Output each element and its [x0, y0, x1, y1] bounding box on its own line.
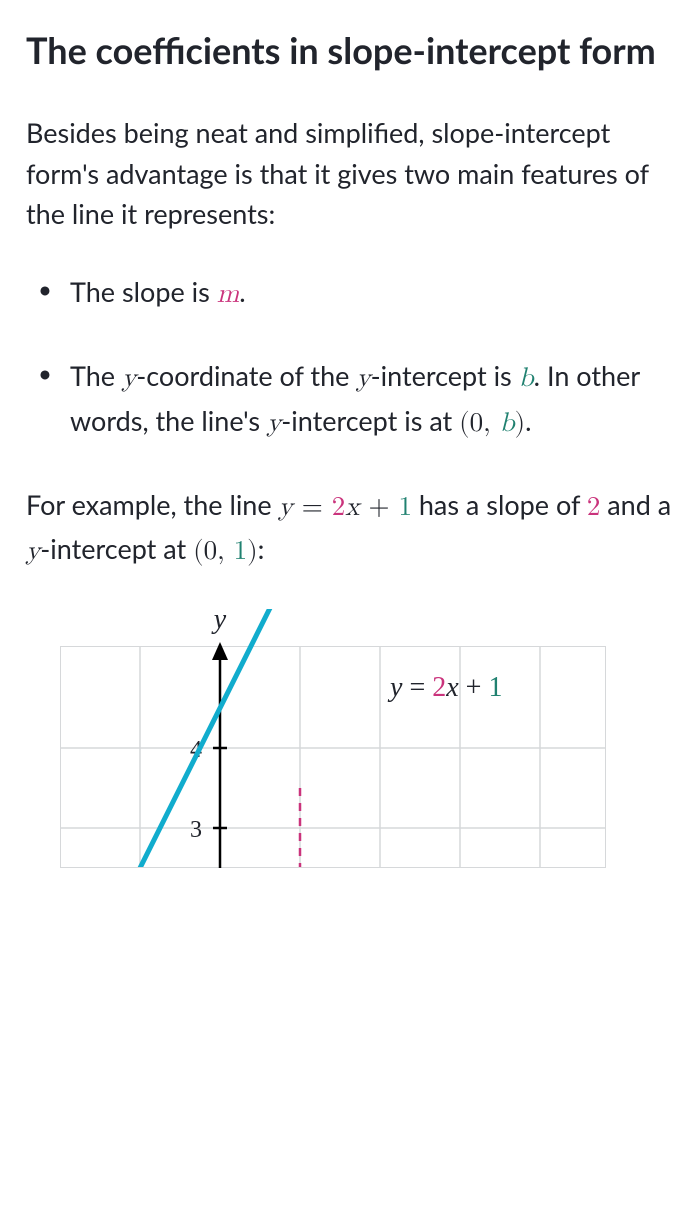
text: -coordinate of the [136, 359, 356, 392]
list-item: The slope is m. [26, 271, 672, 316]
text: For example, the line [26, 488, 279, 521]
math-var-y: y [122, 365, 136, 392]
text: . [239, 275, 245, 308]
math-coef-2: 2 [332, 494, 346, 521]
y-axis [212, 642, 228, 868]
math-var-m: m [217, 281, 240, 308]
text: The [70, 359, 122, 392]
math-eq: = [293, 494, 332, 521]
math-var-y: y [279, 494, 293, 521]
list-item: The y-coordinate of the y-intercept is b… [26, 355, 672, 445]
page-title: The coefficients in slope-intercept form [26, 28, 672, 73]
tick-label-3: 3 [190, 817, 202, 843]
example-paragraph: For example, the line y = 2x + 1 has a s… [26, 485, 672, 572]
text: -intercept at [40, 532, 193, 565]
math-var-y: y [356, 365, 370, 392]
intro-paragraph: Besides being neat and simplified, slope… [26, 113, 672, 235]
text: -intercept is [371, 359, 519, 392]
axis-label-y: y [211, 608, 227, 635]
text: . [525, 404, 531, 437]
math-paren: (0, [459, 410, 499, 437]
math-const-1: 1 [398, 494, 412, 521]
math-paren: (0, [193, 538, 233, 565]
text: has a slope of [412, 488, 587, 521]
math-var-b: b [500, 410, 515, 437]
math-plus: + [360, 494, 399, 521]
text: : [258, 532, 265, 565]
math-const-1: 1 [234, 538, 248, 565]
math-var-y: y [267, 410, 281, 437]
feature-list: The slope is m. The y-coordinate of the … [26, 271, 672, 446]
line-chart: 4 3 y y = 2x + 1 [60, 608, 606, 868]
text: -intercept is at [281, 404, 459, 437]
grid-horizontal [60, 748, 606, 828]
chart-border [61, 647, 606, 868]
math-var-y: y [26, 538, 40, 565]
chart-container: 4 3 y y = 2x + 1 [60, 608, 672, 868]
text: and a [600, 488, 671, 521]
equation-label: y = 2x + 1 [387, 672, 502, 703]
math-var-b: b [519, 365, 534, 392]
text: The slope is [70, 275, 217, 308]
math-paren: ) [247, 538, 258, 565]
math-paren: ) [515, 410, 526, 437]
math-coef-2: 2 [587, 494, 601, 521]
math-var-x: x [345, 494, 359, 521]
